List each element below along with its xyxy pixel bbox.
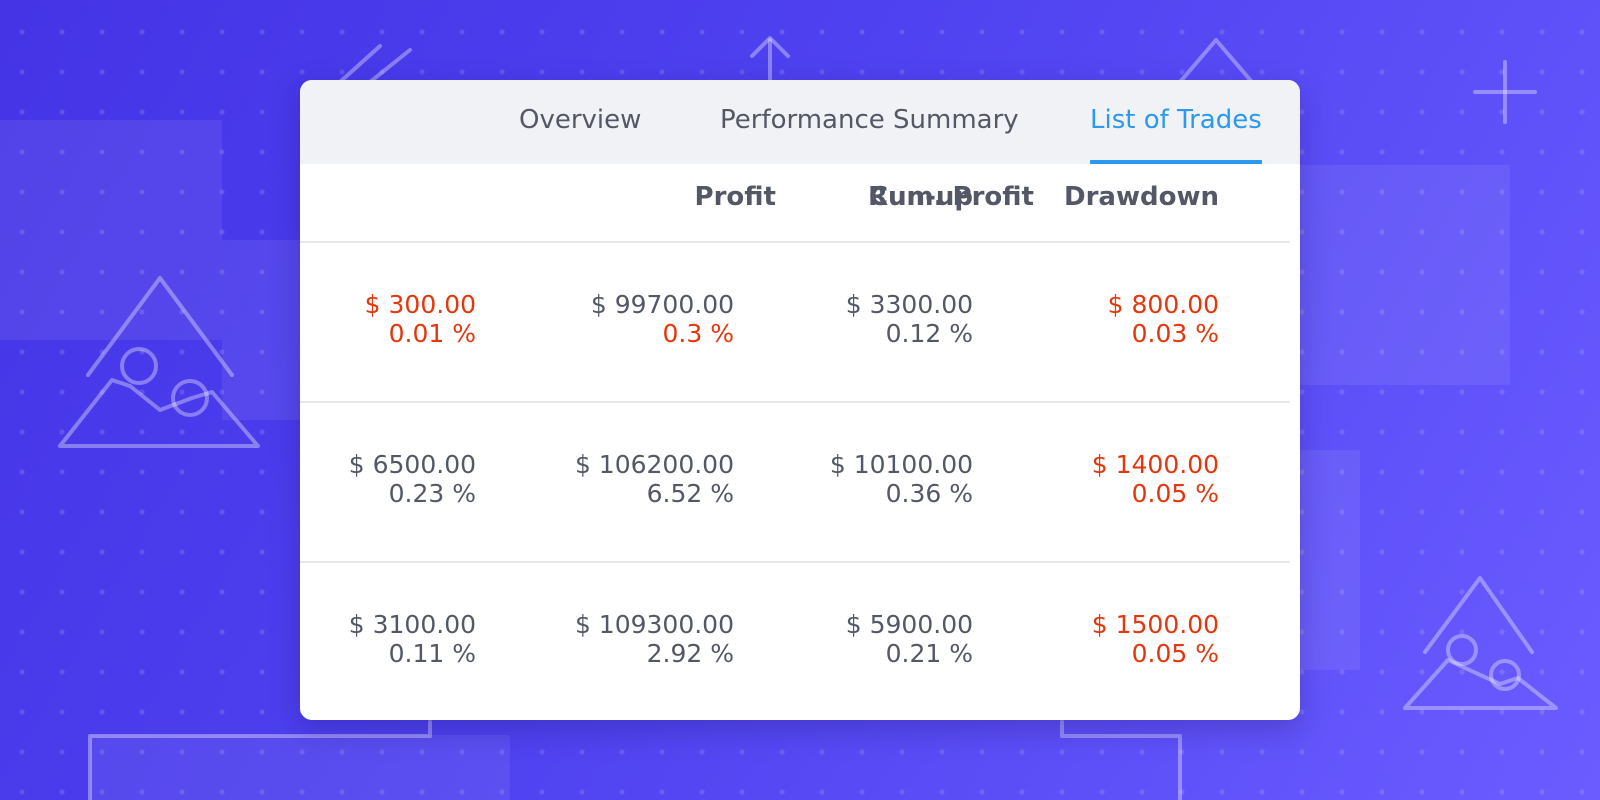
cum-profit-cell: $ 109300.00 2.92 % — [300, 610, 734, 668]
run-up-percent: 0.21 % — [885, 639, 973, 668]
drawdown-percent: 0.05 % — [1131, 479, 1219, 508]
tab-performance-summary[interactable]: Performance Summary — [720, 105, 1019, 135]
run-up-percent: 0.12 % — [885, 319, 973, 348]
background-panel — [1300, 450, 1360, 670]
cum-profit-percent: 6.52 % — [646, 479, 734, 508]
run-up-percent: 0.36 % — [885, 479, 973, 508]
header-divider — [300, 241, 1290, 243]
profit-percent: 0.01 % — [388, 319, 476, 348]
cum-profit-value: $ 109300.00 — [574, 610, 734, 639]
drawdown-percent: 0.05 % — [1131, 639, 1219, 668]
run-up-value: $ 5900.00 — [845, 610, 973, 639]
mountain-icon — [1403, 576, 1558, 710]
column-header-profit[interactable]: Profit — [694, 182, 776, 212]
cum-profit-cell: $ 106200.00 6.52 % — [300, 450, 734, 508]
profit-cell: $ 3100.00 0.11 % — [300, 610, 476, 668]
column-header-run-up[interactable]: Run-up — [868, 182, 973, 212]
row-divider — [300, 401, 1290, 403]
run-up-cell: $ 3300.00 0.12 % — [300, 290, 973, 348]
background-panel — [90, 735, 510, 800]
profit-percent: 0.23 % — [388, 479, 476, 508]
plus-icon — [1473, 60, 1537, 124]
strategy-report-panel: Overview Performance Summary List of Tra… — [300, 80, 1300, 720]
profit-cell: $ 300.00 0.01 % — [300, 290, 476, 348]
triangle-outline — [1178, 38, 1254, 84]
drawdown-value: $ 1500.00 — [1091, 610, 1219, 639]
tab-overview[interactable]: Overview — [519, 105, 642, 135]
cum-profit-value: $ 99700.00 — [590, 290, 734, 319]
bracket-outline — [1060, 720, 1182, 800]
cum-profit-percent: 2.92 % — [646, 639, 734, 668]
drawdown-cell: $ 1500.00 0.05 % — [300, 610, 1219, 668]
cum-profit-percent: 0.3 % — [662, 319, 734, 348]
profit-percent: 0.11 % — [388, 639, 476, 668]
run-up-value: $ 10100.00 — [829, 450, 973, 479]
background-panel — [1300, 165, 1510, 385]
cum-profit-cell: $ 99700.00 0.3 % — [300, 290, 734, 348]
drawdown-percent: 0.03 % — [1131, 319, 1219, 348]
row-divider — [300, 561, 1290, 563]
run-up-cell: $ 5900.00 0.21 % — [300, 610, 973, 668]
drawdown-cell: $ 1400.00 0.05 % — [300, 450, 1219, 508]
tab-bar: Overview Performance Summary List of Tra… — [300, 80, 1300, 164]
profit-value: $ 300.00 — [364, 290, 476, 319]
cum-profit-value: $ 106200.00 — [574, 450, 734, 479]
column-header-cum-profit[interactable]: Cum. Profit — [868, 182, 1034, 212]
column-header-drawdown[interactable]: Drawdown — [1064, 182, 1219, 212]
run-up-value: $ 3300.00 — [845, 290, 973, 319]
bracket-outline — [88, 720, 432, 800]
profit-cell: $ 6500.00 0.23 % — [300, 450, 476, 508]
background-panel — [0, 120, 222, 340]
profit-value: $ 3100.00 — [348, 610, 476, 639]
drawdown-value: $ 800.00 — [1107, 290, 1219, 319]
drawdown-value: $ 1400.00 — [1091, 450, 1219, 479]
tab-list-of-trades[interactable]: List of Trades — [1090, 100, 1262, 164]
drawdown-cell: $ 800.00 0.03 % — [300, 290, 1219, 348]
mountain-icon — [58, 276, 260, 448]
arrow-up-icon — [750, 36, 790, 84]
zigzag-icon — [338, 44, 412, 84]
run-up-cell: $ 10100.00 0.36 % — [300, 450, 973, 508]
profit-value: $ 6500.00 — [348, 450, 476, 479]
